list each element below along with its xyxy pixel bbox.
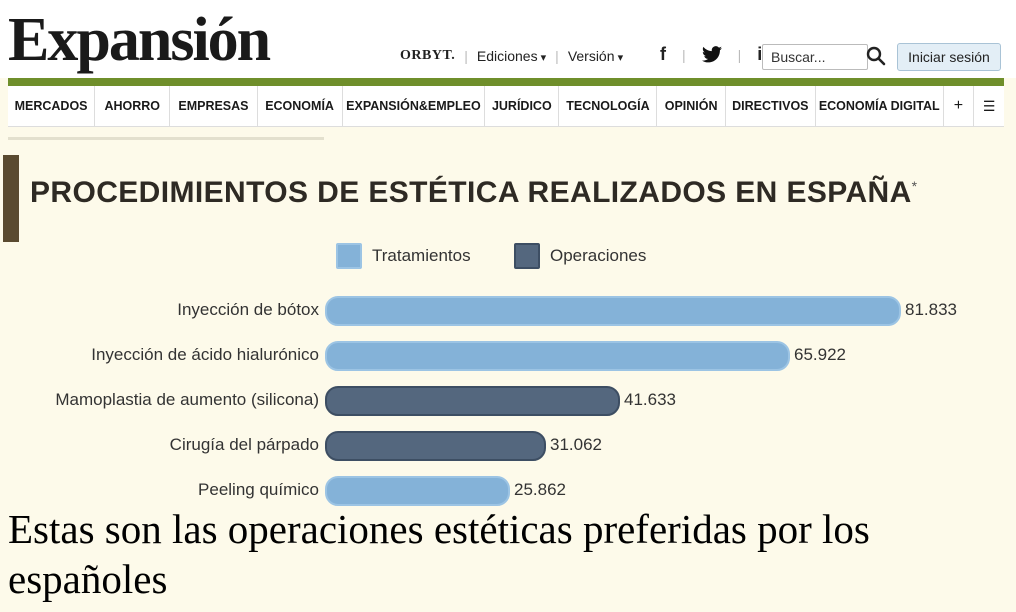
nav-item-opinion[interactable]: OPINIÓN	[657, 86, 726, 126]
nav-item-juridico[interactable]: JURÍDICO	[485, 86, 560, 126]
legend-swatch	[336, 243, 362, 269]
legend-item-tratamientos: Tratamientos	[336, 243, 471, 269]
nav-item-empresas[interactable]: EMPRESAS	[170, 86, 258, 126]
legend-label: Tratamientos	[372, 246, 471, 265]
bar-category-label: Inyección de ácido hialurónico	[91, 345, 319, 364]
bar	[325, 296, 901, 326]
divider	[8, 137, 324, 140]
chart-title-text: PROCEDIMIENTOS DE ESTÉTICA REALIZADOS EN…	[30, 176, 912, 209]
orbyt-link[interactable]: ORBYT.	[400, 48, 456, 63]
nav-item-tecnologia[interactable]: TECNOLOGÍA	[559, 86, 658, 126]
nav-item-expansion-empleo[interactable]: EXPANSIÓN&EMPLEO	[343, 86, 486, 126]
main-nav: MERCADOS AHORRO EMPRESAS ECONOMÍA EXPANS…	[8, 86, 1004, 127]
title-accent-bar	[3, 155, 19, 242]
nav-more-button[interactable]: +	[944, 86, 975, 126]
bar-value-label: 25.862	[514, 480, 566, 499]
bar	[325, 476, 510, 506]
bar-value-label: 81.833	[905, 300, 957, 319]
divider: |	[682, 46, 686, 63]
legend-item-operaciones: Operaciones	[514, 243, 647, 269]
bar	[325, 341, 790, 371]
top-links: ORBYT. | Ediciones | Versión	[400, 46, 623, 66]
bar-value-label: 31.062	[550, 435, 602, 454]
legend-swatch	[514, 243, 540, 269]
search-input[interactable]	[762, 44, 868, 70]
bar	[325, 431, 546, 461]
divider: |	[737, 46, 742, 63]
article-headline[interactable]: Estas son las operaciones estéticas pref…	[8, 506, 870, 602]
nav-item-directivos[interactable]: DIRECTIVOS	[726, 86, 816, 126]
version-dropdown[interactable]: Versión	[568, 48, 623, 64]
header-accent-bar	[8, 78, 1004, 86]
nav-item-ahorro[interactable]: AHORRO	[95, 86, 171, 126]
nav-menu-icon[interactable]: ☰	[982, 97, 996, 114]
twitter-icon[interactable]	[701, 46, 722, 63]
bar	[325, 386, 620, 416]
login-button[interactable]: Iniciar sesión	[897, 43, 1001, 71]
nav-item-economia-digital[interactable]: ECONOMÍA DIGITAL	[816, 86, 944, 126]
ediciones-dropdown[interactable]: Ediciones	[477, 48, 546, 64]
legend-label: Operaciones	[550, 246, 647, 265]
bar-category-label: Cirugía del párpado	[169, 435, 319, 454]
bar-category-label: Mamoplastia de aumento (silicona)	[55, 390, 319, 409]
site-header: Expansión ORBYT. | Ediciones | Versión f…	[0, 0, 1016, 78]
divider: |	[555, 48, 559, 64]
chart-title: PROCEDIMIENTOS DE ESTÉTICA REALIZADOS EN…	[30, 176, 918, 210]
bar-value-label: 65.922	[794, 345, 846, 364]
facebook-icon[interactable]: f	[660, 44, 666, 64]
nav-item-economia[interactable]: ECONOMÍA	[258, 86, 343, 126]
social-links: f | | in	[660, 44, 773, 65]
bar-category-label: Peeling químico	[198, 480, 319, 499]
chart-title-mark: *	[911, 178, 918, 194]
site-logo[interactable]: Expansión	[8, 6, 271, 74]
divider: |	[464, 48, 468, 64]
nav-item-mercados[interactable]: MERCADOS	[8, 86, 96, 126]
bar-value-label: 41.633	[624, 390, 676, 409]
bar-category-label: Inyección de bótox	[177, 300, 319, 319]
search-icon[interactable]	[866, 46, 886, 66]
